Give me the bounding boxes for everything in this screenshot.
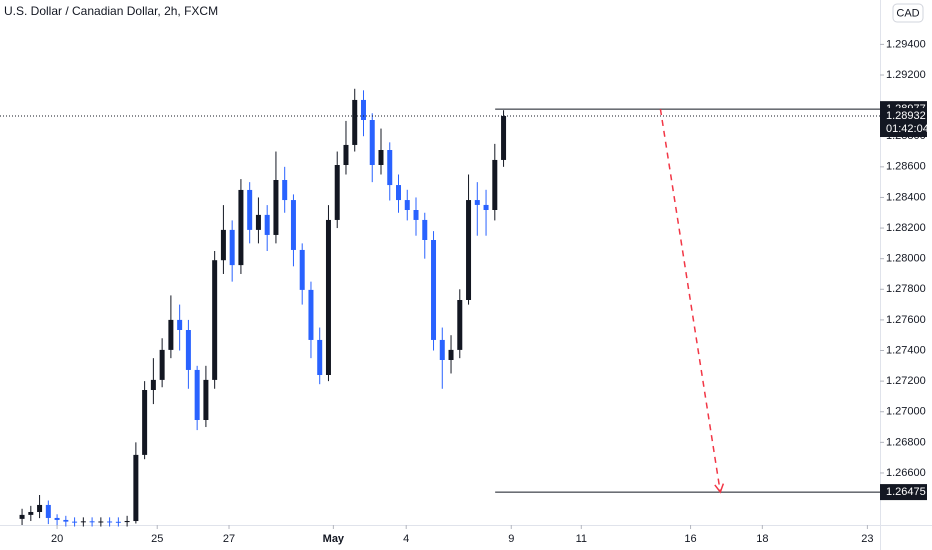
y-tick-label: 1.27000 xyxy=(886,406,926,418)
candle-body xyxy=(89,521,95,523)
y-tick-label: 1.29200 xyxy=(886,69,926,81)
level-label: 1.26475 xyxy=(886,486,926,498)
x-tick-label: 20 xyxy=(51,533,63,545)
candle-body xyxy=(308,289,314,340)
candle-body xyxy=(483,204,489,210)
candle-body xyxy=(229,229,235,266)
candle-body xyxy=(203,379,209,420)
candle-body xyxy=(159,349,165,380)
candle-body xyxy=(413,210,419,220)
countdown-label: 01:42:04 xyxy=(886,123,929,135)
candle-body xyxy=(54,517,60,520)
candle-body xyxy=(19,514,25,519)
y-tick-label: 1.29400 xyxy=(886,38,926,50)
candle-body xyxy=(282,180,288,201)
y-tick-label: 1.28400 xyxy=(886,191,926,203)
candle-body xyxy=(37,504,43,512)
y-tick-label: 1.27200 xyxy=(886,375,926,387)
x-tick-label: 25 xyxy=(151,533,163,545)
y-tick-label: 1.28200 xyxy=(886,222,926,234)
candle-body xyxy=(343,144,349,165)
candle-body xyxy=(150,379,156,390)
candle-body xyxy=(422,219,428,240)
candle-body xyxy=(177,319,183,330)
candle-body xyxy=(273,180,279,235)
x-tick-label: May xyxy=(323,533,345,545)
candle-body xyxy=(334,165,340,220)
candle-body xyxy=(317,339,323,375)
candle-body xyxy=(396,185,402,201)
y-tick-label: 1.26800 xyxy=(886,436,926,448)
candle-body xyxy=(290,200,296,250)
candle-body xyxy=(194,369,200,420)
chart-title: U.S. Dollar / Canadian Dollar, 2h, FXCM xyxy=(4,4,218,18)
plot xyxy=(0,88,880,527)
currency-button[interactable] xyxy=(892,3,924,23)
candle-body xyxy=(220,229,226,261)
candle-body xyxy=(378,150,384,165)
x-tick-label: 18 xyxy=(756,533,768,545)
candle-body xyxy=(45,504,51,518)
x-tick-label: 4 xyxy=(403,533,409,545)
arrow-head xyxy=(714,483,725,494)
candle-body xyxy=(264,214,270,235)
y-tick-label: 1.28600 xyxy=(886,161,926,173)
candle-body xyxy=(168,319,174,350)
candle-body xyxy=(352,99,358,145)
axis: 1.294001.292001.288001.286001.284001.282… xyxy=(51,38,929,545)
arrow-line xyxy=(659,109,722,493)
x-tick-label: 9 xyxy=(508,533,514,545)
candle-body xyxy=(448,349,454,360)
candle-body xyxy=(387,150,393,186)
y-tick-label: 1.26600 xyxy=(886,467,926,479)
y-tick-label: 1.27800 xyxy=(886,283,926,295)
candle-body xyxy=(133,454,139,522)
y-tick-label: 1.27600 xyxy=(886,314,926,326)
candle-body xyxy=(212,260,218,380)
candle-body xyxy=(63,519,69,522)
candle-body xyxy=(431,240,437,340)
candle-body xyxy=(439,339,445,360)
candle-body xyxy=(360,99,366,120)
candle-body xyxy=(501,116,507,160)
candle-body xyxy=(28,511,34,515)
candle-body xyxy=(457,300,463,350)
x-tick-label: 23 xyxy=(861,533,873,545)
candle-body xyxy=(466,200,472,300)
candle-body xyxy=(115,521,121,523)
price-label: 1.28932 xyxy=(886,110,926,122)
y-tick-label: 1.28000 xyxy=(886,253,926,265)
level-badge xyxy=(880,484,927,501)
price-badge xyxy=(880,108,927,138)
candle-body xyxy=(369,120,375,165)
candle-body xyxy=(255,214,261,230)
candle-body xyxy=(98,521,104,523)
y-tick-label: 1.27400 xyxy=(886,344,926,356)
candle-body xyxy=(185,330,191,370)
candle-body xyxy=(404,200,410,210)
candle-body xyxy=(325,219,331,375)
candle-body xyxy=(474,200,480,205)
candle-body xyxy=(299,249,305,290)
candle-body xyxy=(80,521,86,523)
currency-label[interactable]: CAD xyxy=(896,7,919,19)
x-tick-label: 27 xyxy=(223,533,235,545)
candle-body xyxy=(107,521,113,523)
candle-body xyxy=(72,521,78,523)
candle-body xyxy=(124,521,130,523)
candle-body xyxy=(142,390,148,455)
candle-body xyxy=(238,189,244,266)
candle-body xyxy=(492,159,498,210)
x-tick-label: 16 xyxy=(684,533,696,545)
x-tick-label: 11 xyxy=(576,533,587,545)
candle-body xyxy=(247,189,253,230)
